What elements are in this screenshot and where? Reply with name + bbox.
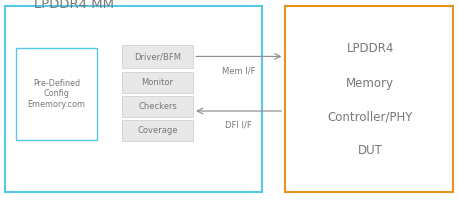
Bar — [122, 120, 193, 141]
Text: Driver/BFM: Driver/BFM — [134, 52, 181, 61]
Text: Monitor: Monitor — [141, 78, 173, 87]
Text: Checkers: Checkers — [138, 102, 177, 111]
Bar — [285, 6, 452, 192]
Text: DFI I/F: DFI I/F — [224, 120, 251, 130]
Bar — [5, 6, 262, 192]
Bar — [122, 72, 193, 93]
Text: Pre-Defined
Config
Ememory.com: Pre-Defined Config Ememory.com — [28, 79, 85, 109]
Text: LPDDR4 MM: LPDDR4 MM — [34, 0, 113, 11]
Text: LPDDR4

Memory

Controller/PHY

DUT: LPDDR4 Memory Controller/PHY DUT — [327, 43, 412, 158]
Bar — [16, 48, 96, 140]
Text: Coverage: Coverage — [137, 126, 178, 135]
Bar — [122, 96, 193, 117]
Bar — [122, 45, 193, 68]
Text: Mem I/F: Mem I/F — [221, 66, 254, 75]
